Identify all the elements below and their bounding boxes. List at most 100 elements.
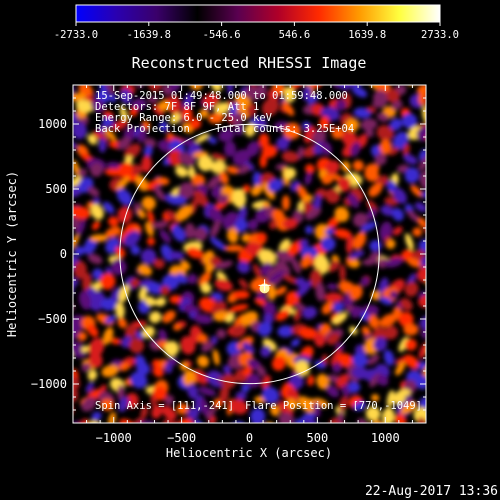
heatmap-blob: [116, 384, 125, 401]
heatmap-blob: [110, 337, 121, 345]
heatmap-blob: [298, 327, 319, 340]
heatmap-blob: [391, 207, 404, 222]
heatmap-blob: [420, 191, 426, 199]
heatmap-blob: [116, 188, 133, 206]
heatmap-blob: [353, 107, 372, 119]
heatmap-blob: [137, 128, 147, 143]
heatmap-blob: [283, 86, 296, 103]
heatmap-blob: [153, 258, 165, 269]
heatmap-blob: [395, 361, 406, 376]
heatmap-blob: [233, 290, 250, 299]
heatmap-blob: [368, 314, 380, 329]
heatmap-blob: [184, 222, 196, 239]
heatmap-blob: [289, 85, 306, 91]
heatmap-blob: [82, 273, 92, 292]
heatmap-blob: [405, 233, 414, 251]
heatmap-blob: [250, 184, 263, 197]
heatmap-blob: [91, 411, 102, 421]
heatmap-blob: [124, 143, 141, 160]
heatmap-blob: [423, 100, 446, 122]
colorbar-ticks: -2733.0 -1639.8 -546.6 546.6 1639.8 2733.0: [54, 22, 459, 41]
heatmap-blob: [262, 182, 276, 200]
heatmap-blob: [73, 92, 87, 102]
heatmap-blob: [337, 177, 351, 192]
x-tick-label: 500: [307, 431, 329, 445]
heatmap-blob: [321, 173, 334, 185]
heatmap-blob: [419, 170, 426, 189]
info-line-energy: Energy Range: 6.0 - 25.0 keV: [95, 112, 273, 124]
heatmap-blob: [164, 341, 179, 357]
heatmap-blob: [73, 140, 78, 149]
heatmap-blob: [435, 224, 450, 238]
heatmap-blob: [218, 128, 235, 142]
heatmap-blob: [400, 401, 418, 415]
heatmap-blob: [191, 174, 206, 187]
heatmap-blob: [261, 97, 280, 116]
heatmap-blob: [347, 193, 360, 208]
heatmap-blob: [276, 137, 290, 151]
heatmap-blob: [333, 228, 352, 239]
heatmap-blob: [290, 256, 301, 274]
heatmap-blob: [436, 210, 447, 222]
heatmap-blob: [73, 234, 80, 249]
heatmap-blob: [417, 217, 426, 228]
heatmap-blob: [197, 355, 210, 368]
heatmap-blob: [352, 352, 368, 368]
heatmap-blob: [158, 100, 171, 112]
heatmap-blob: [165, 209, 182, 224]
heatmap-blob: [412, 227, 423, 237]
heatmap-blob: [260, 345, 272, 358]
heatmap-blob: [73, 206, 91, 220]
heatmap-blob: [304, 164, 315, 174]
heatmap-blob: [153, 185, 165, 201]
heatmap-blob: [327, 217, 340, 229]
heatmap-blob: [437, 145, 450, 157]
heatmap-blob: [117, 317, 127, 329]
heatmap-blob: [380, 205, 395, 216]
heatmap-blob: [436, 347, 446, 360]
y-axis-label: Heliocentric Y (arcsec): [5, 171, 19, 337]
heatmap-blob: [161, 405, 177, 420]
heatmap-blob: [360, 118, 378, 131]
heatmap-blob: [211, 292, 224, 301]
heatmap-blob: [224, 140, 236, 157]
heatmap-blob: [73, 315, 87, 332]
heatmap-blob: [148, 85, 162, 92]
heatmap-blob: [282, 275, 300, 285]
heatmap-blob: [418, 341, 426, 359]
heatmap-blob: [219, 171, 229, 185]
heatmap-blob: [231, 324, 247, 338]
heatmap-blob: [235, 391, 247, 400]
heatmap-blob: [119, 88, 132, 105]
heatmap-blob: [278, 238, 291, 253]
heatmap-blob: [189, 118, 202, 130]
heatmap-blob: [345, 118, 359, 133]
heatmap-blob: [180, 260, 191, 270]
heatmap-blob: [73, 122, 87, 140]
heatmap-blob: [379, 313, 398, 328]
heatmap-blob: [141, 155, 152, 173]
heatmap-blob: [147, 96, 159, 103]
heatmap-blob: [232, 188, 247, 208]
heatmap-blob: [388, 147, 400, 156]
heatmap-blob: [169, 112, 181, 125]
heatmap-blob: [431, 410, 449, 429]
heatmap-blob: [352, 160, 364, 172]
heatmap-blob: [406, 209, 421, 223]
heatmap-blob: [105, 226, 122, 238]
heatmap-blob: [416, 126, 426, 142]
heatmap-blob: [187, 383, 199, 400]
heatmap-blob: [90, 203, 104, 220]
heatmap-blob: [360, 311, 370, 321]
heatmap-blob: [350, 305, 362, 318]
heatmap-blob: [346, 234, 354, 254]
heatmap-blob: [362, 258, 377, 266]
heatmap-blob: [360, 221, 377, 233]
heatmap-blob: [410, 184, 423, 198]
heatmap-blob: [235, 124, 245, 136]
heatmap-blob: [335, 99, 346, 111]
heatmap-blob: [389, 118, 403, 131]
heatmap-blob: [109, 94, 117, 103]
heatmap-blob: [386, 88, 400, 104]
heatmap-blob: [430, 326, 448, 343]
